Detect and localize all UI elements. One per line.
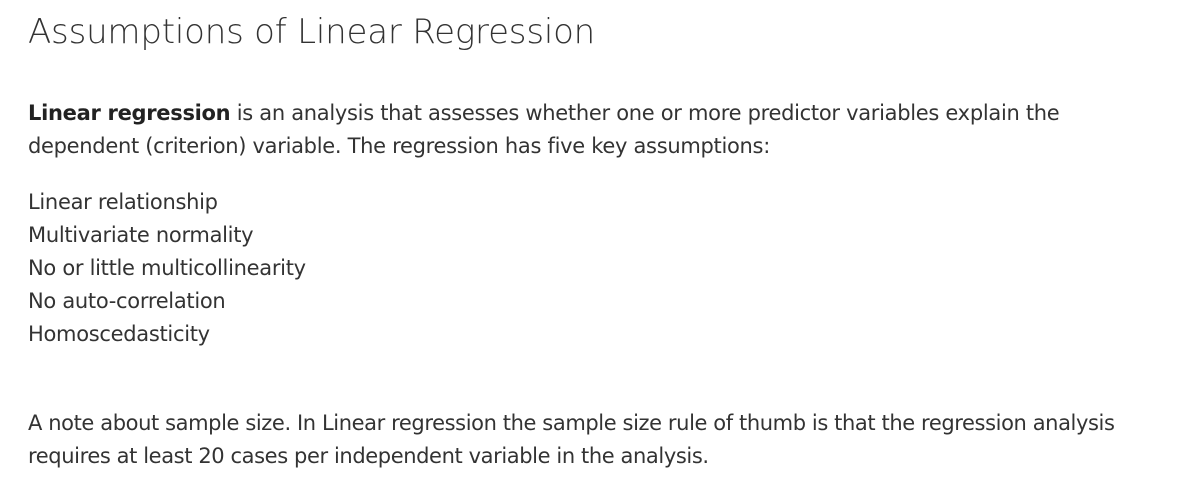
assumption-item-homoscedasticity: Homoscedasticity — [28, 322, 210, 346]
assumptions-list: Linear relationship Multivariate normali… — [28, 186, 306, 351]
note-line1: A note about sample size. In Linear regr… — [28, 411, 1115, 435]
sample-size-note: A note about sample size. In Linear regr… — [28, 407, 1168, 473]
assumption-item-multicollinearity: No or little multicollinearity — [28, 256, 306, 280]
assumption-item-multivariate-normality: Multivariate normality — [28, 223, 254, 247]
intro-paragraph: Linear regression is an analysis that as… — [28, 97, 1148, 163]
intro-line2: dependent (criterion) variable. The regr… — [28, 134, 770, 158]
intro-line1-rest: is an analysis that assesses whether one… — [230, 101, 1060, 125]
note-line2: requires at least 20 cases per independe… — [28, 444, 709, 468]
intro-term: Linear regression — [28, 101, 231, 125]
assumption-item-auto-correlation: No auto-correlation — [28, 289, 226, 313]
assumption-item-linear-relationship: Linear relationship — [28, 190, 218, 214]
page-title: Assumptions of Linear Regression — [28, 12, 596, 52]
